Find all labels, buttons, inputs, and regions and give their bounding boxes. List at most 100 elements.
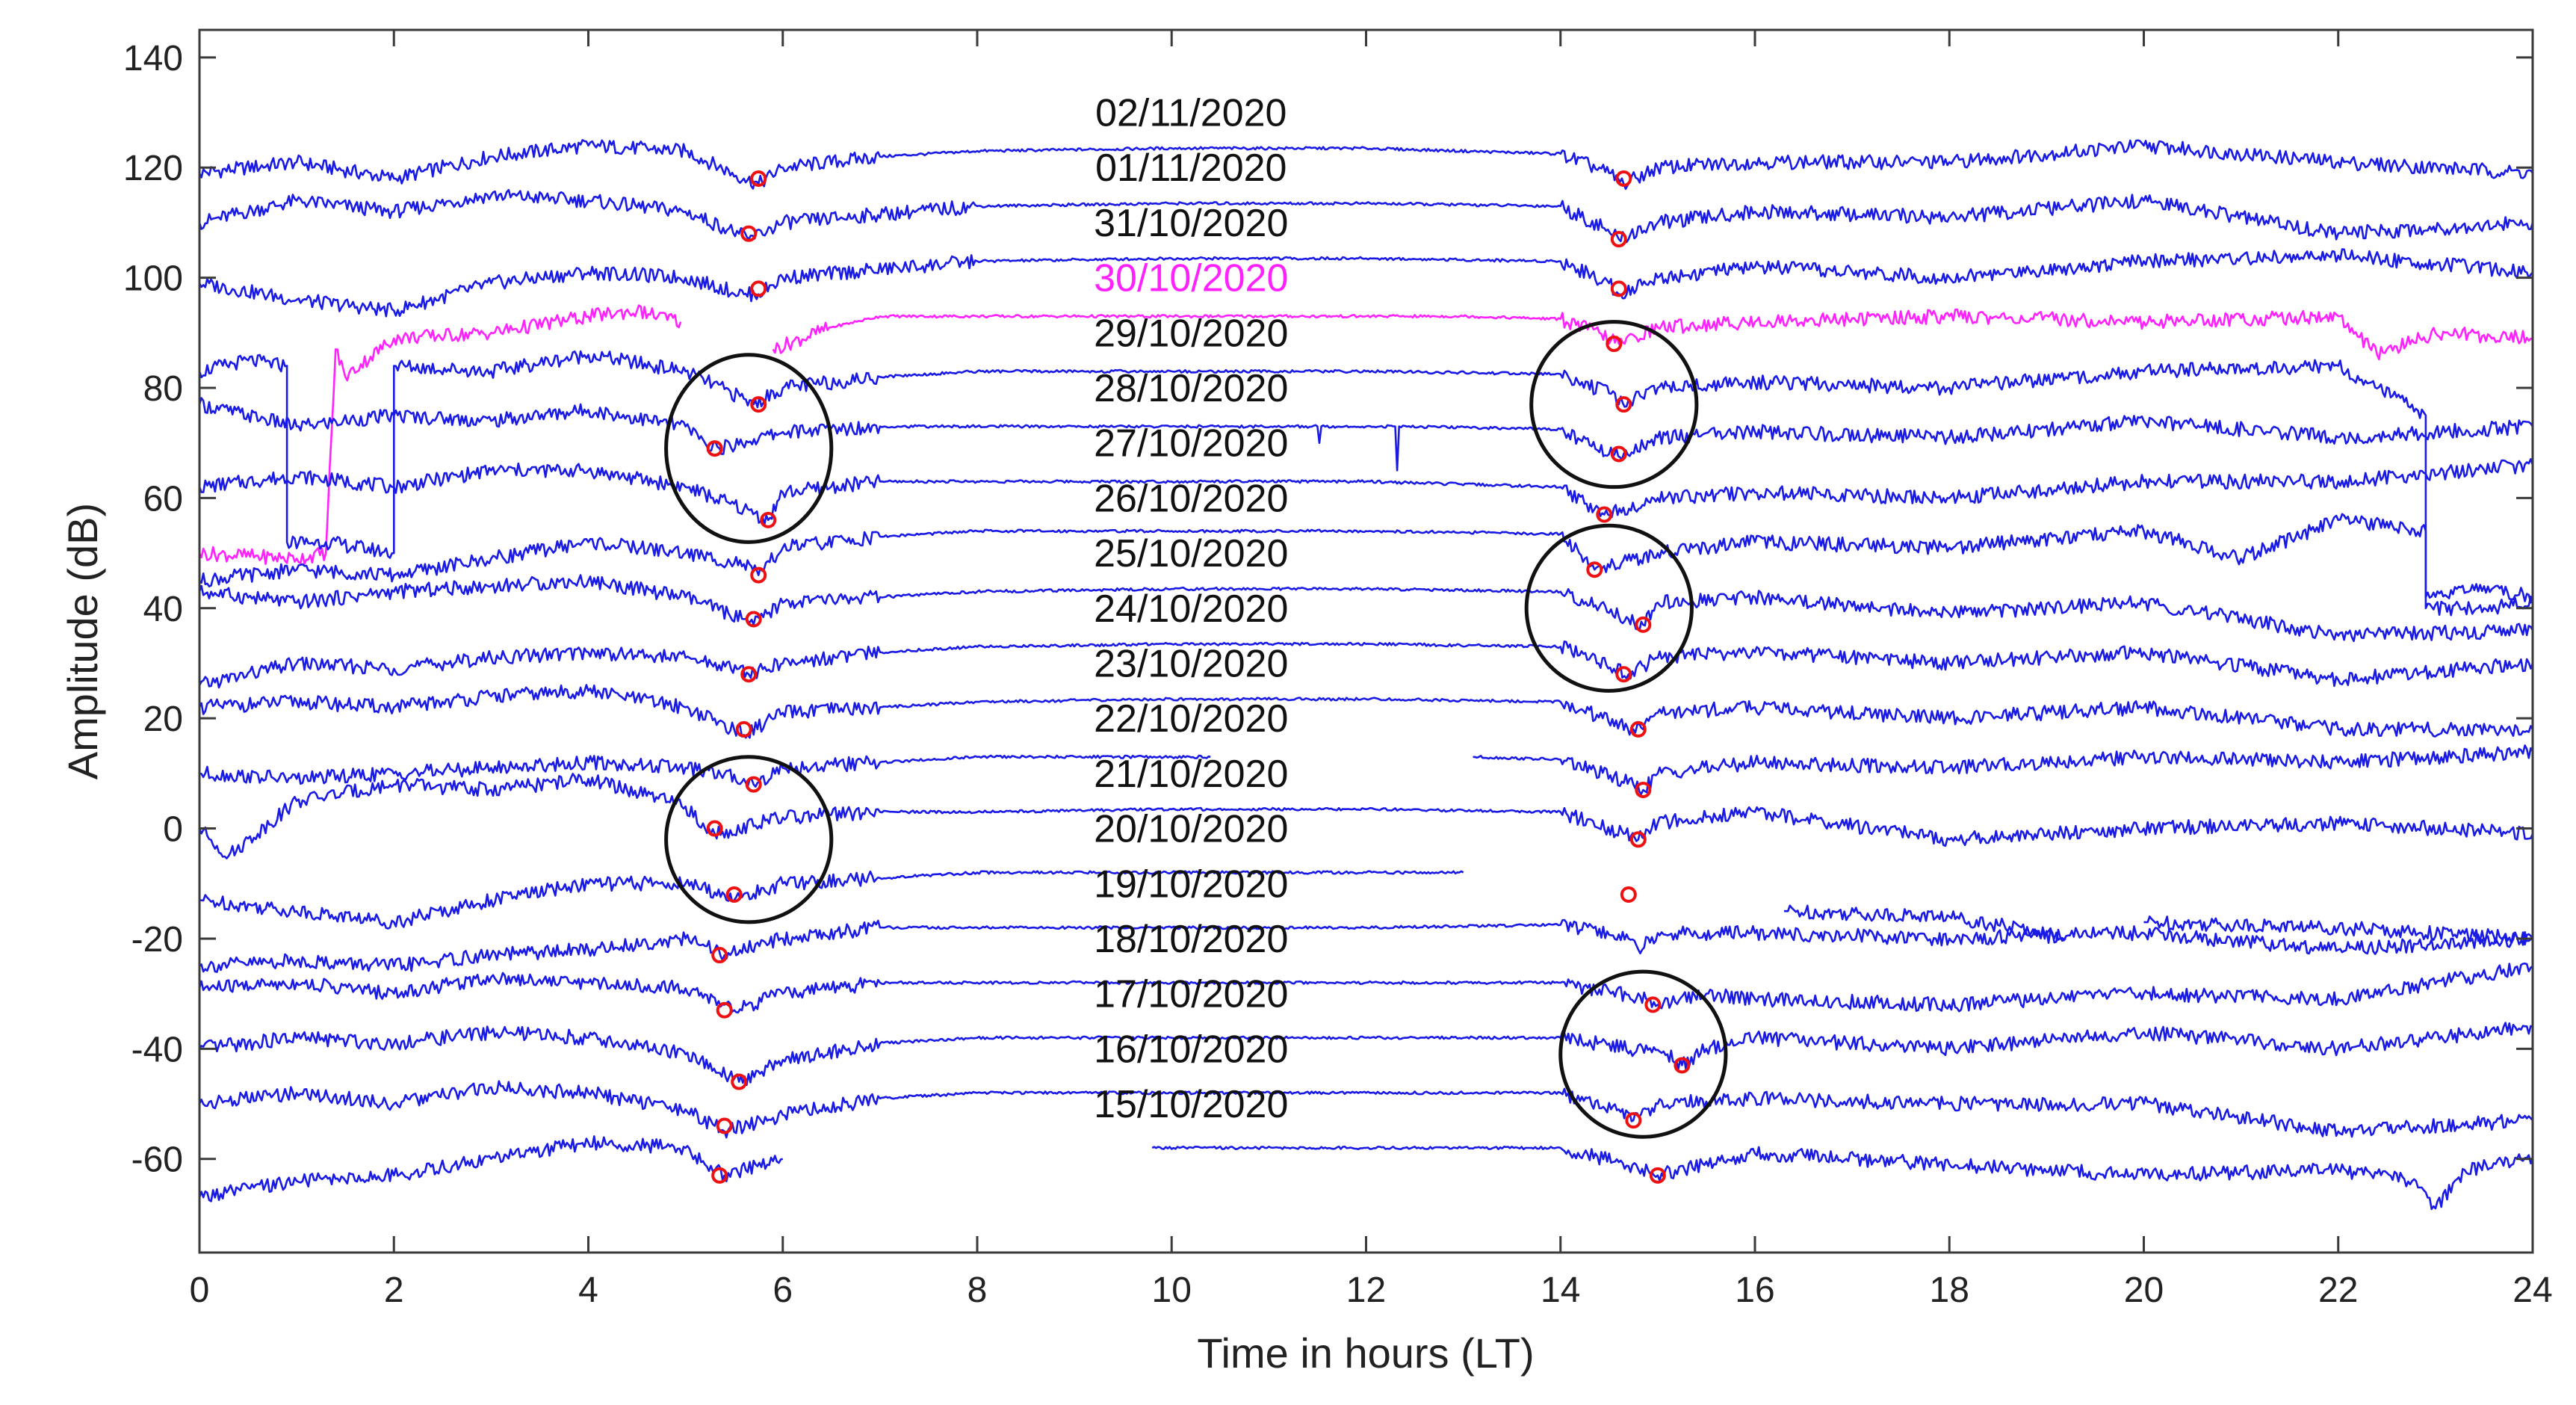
y-tick-label: 0 <box>163 810 183 850</box>
minimum-marker <box>1596 506 1613 523</box>
y-tick-label: -60 <box>131 1140 183 1180</box>
y-tick-label: 40 <box>143 590 183 629</box>
date-label: 15/10/2020 <box>1094 1083 1288 1126</box>
minimum-marker <box>706 820 723 837</box>
highlight-circle <box>1529 320 1699 490</box>
highlight-circle <box>664 755 834 924</box>
x-tick-label: 0 <box>190 1270 210 1310</box>
date-label: 25/10/2020 <box>1094 532 1288 575</box>
minimum-marker <box>711 947 728 964</box>
minimum-marker <box>1615 170 1632 187</box>
minimum-marker <box>735 720 752 738</box>
series-line-24-10-2020 <box>198 640 2534 689</box>
minimum-marker <box>731 1073 748 1090</box>
minimum-marker <box>1635 616 1652 633</box>
minimum-marker <box>1606 336 1623 353</box>
y-tick-label: 140 <box>123 39 183 78</box>
minimum-marker <box>1625 1112 1642 1129</box>
y-tick-label: 60 <box>143 479 183 519</box>
highlight-circle <box>664 353 834 544</box>
date-label: 30/10/2020 <box>1094 257 1288 300</box>
x-tick-label: 20 <box>2124 1270 2164 1310</box>
minimum-marker <box>1615 666 1632 683</box>
minimum-marker <box>1649 1167 1666 1184</box>
minimum-marker <box>745 611 762 628</box>
highlight-circle <box>1524 523 1694 693</box>
x-tick-label: 4 <box>578 1270 598 1310</box>
date-label: 29/10/2020 <box>1094 312 1288 355</box>
series-line-15-10-2020 <box>198 1135 2534 1211</box>
y-tick-label: 100 <box>123 259 183 299</box>
series-line-27-10-2020 <box>198 458 2534 526</box>
series-line-26-10-2020 <box>199 513 2534 604</box>
date-label: 31/10/2020 <box>1094 202 1288 245</box>
series-line-31-10-2020 <box>198 248 2533 318</box>
y-tick-label: 120 <box>123 149 183 188</box>
date-label: 19/10/2020 <box>1094 862 1288 906</box>
date-label: 18/10/2020 <box>1094 918 1288 961</box>
date-label: 24/10/2020 <box>1094 587 1288 631</box>
marker-layer <box>706 170 1691 1184</box>
minimum-marker <box>750 396 767 413</box>
date-label: 02/11/2020 <box>1095 92 1287 135</box>
circle-layer <box>664 320 1728 1139</box>
minimum-marker <box>745 776 762 793</box>
minimum-marker <box>716 1001 733 1019</box>
minimum-marker <box>1620 886 1637 903</box>
series-line-23-10-2020 <box>198 684 2534 739</box>
x-tick-label: 10 <box>1152 1270 1192 1310</box>
date-label: 26/10/2020 <box>1094 477 1288 520</box>
x-tick-label: 22 <box>2318 1270 2358 1310</box>
x-tick-label: 14 <box>1541 1270 1580 1310</box>
series-line-20-10-2020 <box>199 870 2534 946</box>
series-line-29-10-2020 <box>198 350 2534 617</box>
series-line-01-11-2020 <box>198 188 2534 244</box>
x-tick-label: 12 <box>1346 1270 1386 1310</box>
minimum-marker <box>706 440 723 457</box>
date-label: 22/10/2020 <box>1094 697 1288 741</box>
date-label: 20/10/2020 <box>1094 808 1288 851</box>
date-label: 23/10/2020 <box>1094 642 1288 685</box>
minimum-marker <box>1635 781 1652 798</box>
series-line-21-10-2020 <box>198 773 2534 859</box>
y-tick-label: -20 <box>131 920 183 960</box>
series-line-28-10-2020 <box>198 397 2534 472</box>
minimum-marker <box>760 511 777 528</box>
minimum-marker <box>740 225 758 242</box>
axis-layer: 0 2 4 6 8 10 12 14 16 18 20 22 24-60-40-200204060801… <box>123 30 2553 1310</box>
minimum-marker <box>1610 280 1627 297</box>
minimum-marker <box>1610 231 1627 248</box>
minimum-marker <box>750 280 767 297</box>
minimum-marker <box>750 170 767 187</box>
highlight-circle <box>1558 969 1728 1139</box>
series-line-02-11-2020 <box>198 139 2534 190</box>
date-label-layer: 02/11/2020 01/11/2020 31/10/2020 30/10/2020… <box>1094 92 1288 1126</box>
series-line-19-10-2020 <box>199 918 2533 973</box>
y-tick-label: -40 <box>131 1030 183 1069</box>
minimum-marker <box>1586 561 1603 578</box>
minimum-marker <box>1644 996 1662 1013</box>
date-label: 16/10/2020 <box>1094 1028 1288 1071</box>
x-axis-title: Time in hours (LT) <box>1197 1330 1534 1377</box>
y-axis-title: Amplitude (dB) <box>59 503 106 779</box>
x-tick-label: 8 <box>967 1270 988 1310</box>
date-label: 01/11/2020 <box>1095 146 1287 190</box>
x-tick-label: 16 <box>1735 1270 1774 1310</box>
minimum-marker <box>716 1117 733 1134</box>
date-label: 17/10/2020 <box>1094 973 1288 1016</box>
x-tick-label: 2 <box>384 1270 404 1310</box>
minimum-marker <box>1629 720 1647 738</box>
minimum-marker <box>750 566 767 584</box>
y-tick-label: 20 <box>143 700 183 739</box>
series-line-17-10-2020 <box>198 1022 2533 1087</box>
plot-background <box>199 30 2533 1253</box>
x-tick-label: 24 <box>2512 1270 2552 1310</box>
series-line-16-10-2020 <box>198 1080 2533 1139</box>
minimum-marker <box>711 1167 728 1184</box>
series-line-25-10-2020 <box>198 574 2534 643</box>
minimum-marker <box>1615 396 1632 413</box>
x-tick-label: 18 <box>1930 1270 1969 1310</box>
minimum-marker <box>1629 831 1647 848</box>
date-label: 27/10/2020 <box>1094 422 1288 466</box>
